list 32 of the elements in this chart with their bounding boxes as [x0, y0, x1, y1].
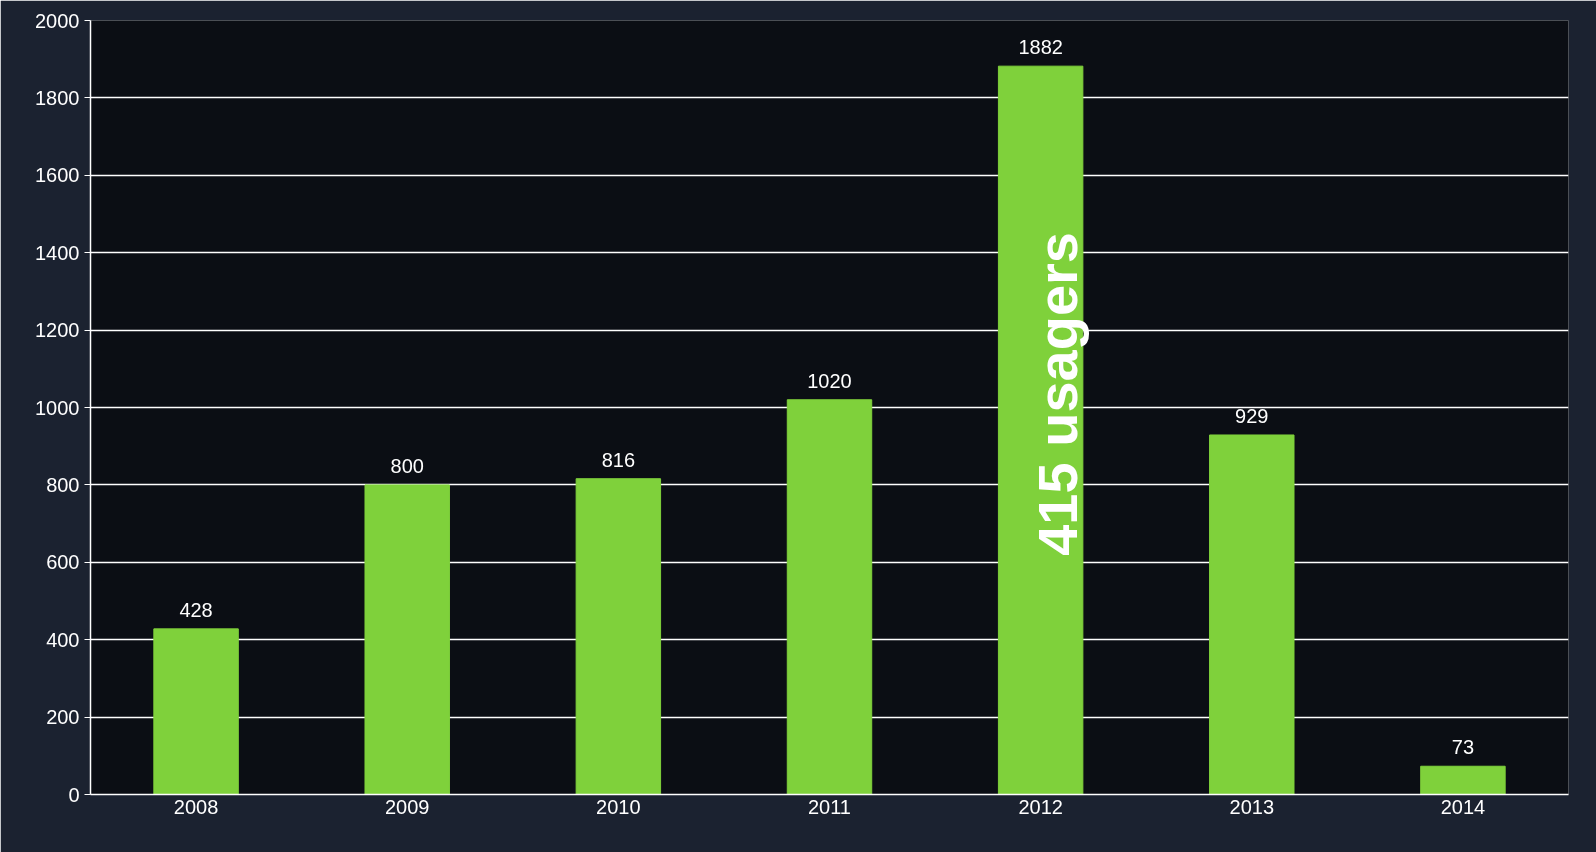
bar — [575, 478, 662, 795]
x-tick-label: 2011 — [808, 795, 852, 818]
annotation: 415 usagers — [1026, 232, 1090, 556]
x-tick-label: 2012 — [1018, 795, 1063, 818]
y-tick-label: 0 — [68, 783, 80, 806]
x-tick-label: 2014 — [1440, 795, 1486, 818]
y-tick-label: 600 — [46, 551, 80, 574]
y-tick-label: 1800 — [35, 86, 80, 109]
data-label: 73 — [1451, 736, 1475, 759]
y-tick-label: 800 — [46, 473, 80, 496]
bar — [153, 628, 239, 795]
y-tick-label: 200 — [46, 706, 80, 729]
y-tick-label: 1600 — [35, 164, 80, 187]
y-tick-label: 1000 — [35, 396, 80, 419]
y-tick-label: 1400 — [35, 241, 80, 264]
x-tick-label: 2008 — [173, 795, 219, 818]
bar — [1420, 765, 1506, 795]
y-tick-label: 2000 — [35, 9, 80, 32]
x-tick-label: 2013 — [1229, 795, 1275, 818]
x-tick-label: 2009 — [384, 795, 430, 818]
data-label: 816 — [601, 448, 636, 471]
data-label: 929 — [1235, 404, 1269, 427]
data-label: 1882 — [1018, 36, 1063, 59]
bar — [786, 399, 873, 795]
y-tick-label: 1200 — [35, 319, 80, 342]
data-label: 800 — [390, 454, 424, 477]
y-tick-label: 400 — [46, 628, 80, 651]
x-tick-label: 2010 — [596, 795, 641, 818]
bar — [1209, 434, 1295, 795]
bar — [364, 484, 450, 795]
data-label: 428 — [179, 598, 213, 621]
data-label: 1020 — [807, 369, 852, 392]
